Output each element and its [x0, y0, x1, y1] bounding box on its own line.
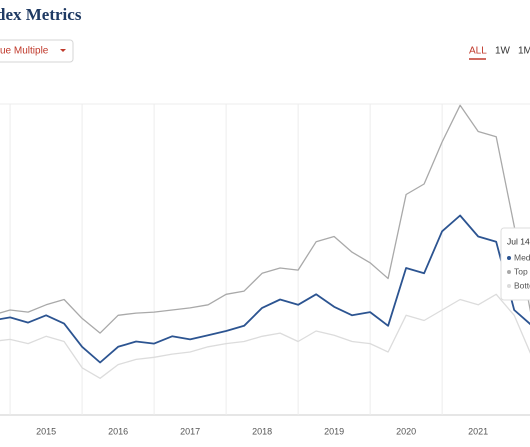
dropdown-label: ue Multiple — [0, 46, 49, 57]
legend-dot — [507, 284, 511, 288]
range-button[interactable]: 1W — [495, 46, 511, 57]
dropdown[interactable] — [0, 39, 74, 63]
series-line — [0, 104, 530, 334]
range-button[interactable]: ALL — [469, 46, 487, 57]
page-title: dex Metrics — [0, 5, 82, 24]
x-tick-label: 2015 — [36, 426, 56, 436]
legend-dot — [507, 256, 511, 260]
legend-entry: Botto — [514, 280, 530, 290]
dropdown-caret — [60, 49, 66, 52]
series-line — [0, 214, 530, 364]
series-line — [0, 293, 530, 379]
legend-entry: Medi — [514, 252, 530, 262]
x-tick-label: 2017 — [180, 426, 200, 436]
x-tick-label: 2021 — [468, 426, 488, 436]
legend-dot — [507, 270, 511, 274]
x-tick-label: 2020 — [396, 426, 416, 436]
tooltip — [500, 227, 530, 301]
x-tick-label: 2018 — [252, 426, 272, 436]
x-tick-label: 2016 — [108, 426, 128, 436]
x-tick-label: 2019 — [324, 426, 344, 436]
tooltip-title: Jul 14, 2 — [507, 236, 530, 246]
range-button[interactable]: 1M — [518, 46, 530, 57]
legend-entry: Top C — [514, 266, 530, 276]
